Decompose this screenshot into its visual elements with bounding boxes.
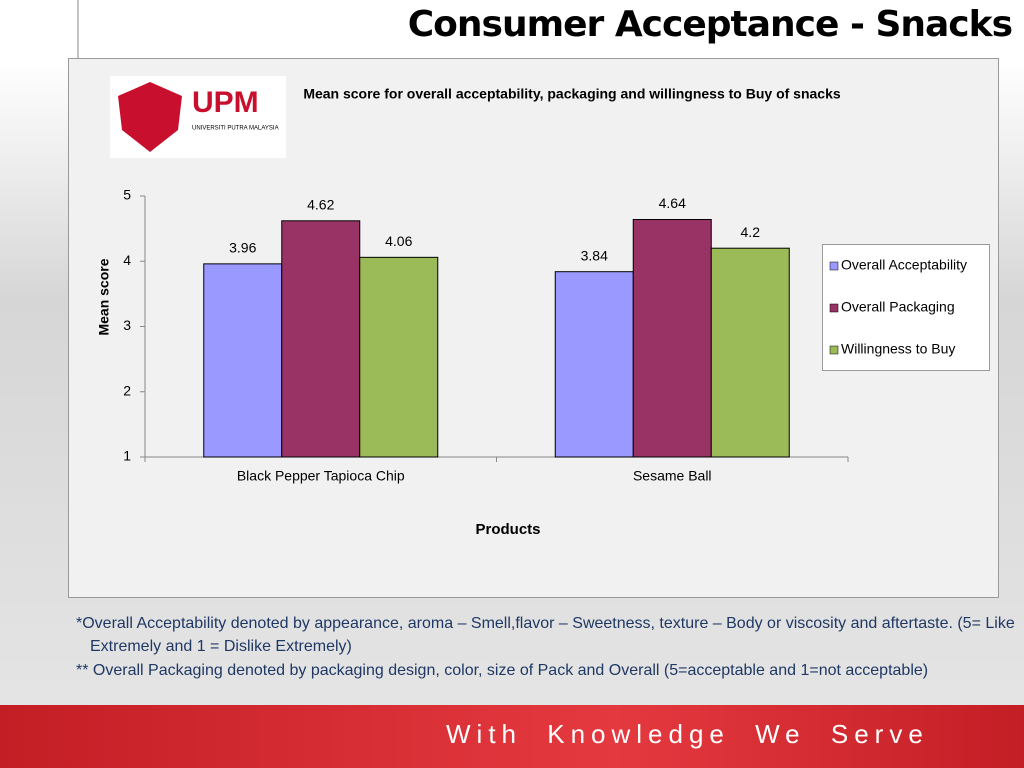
legend-swatch xyxy=(829,303,839,313)
bar xyxy=(710,247,790,458)
data-label: 4.64 xyxy=(659,195,686,211)
bar xyxy=(203,263,283,458)
legend-box xyxy=(822,244,990,371)
bar xyxy=(359,256,439,458)
slide-title: Consumer Acceptance - Snacks xyxy=(407,4,1013,45)
bar xyxy=(281,220,361,458)
data-label: 4.62 xyxy=(307,196,334,212)
footer-text: With Knowledge We Serve xyxy=(446,719,929,749)
logo-university: UNIVERSITI PUTRA MALAYSIA xyxy=(192,126,279,132)
y-tick-label: 5 xyxy=(123,187,131,203)
x-tick-label: Black Pepper Tapioca Chip xyxy=(237,468,405,484)
data-label: 3.84 xyxy=(581,247,608,263)
data-label: 4.06 xyxy=(385,233,412,249)
footer: With Knowledge We Serve xyxy=(0,705,1024,768)
bar xyxy=(554,271,634,458)
legend-label: Overall Acceptability xyxy=(841,257,967,273)
y-tick-label: 1 xyxy=(123,448,131,464)
legend-label: Willingness to Buy xyxy=(841,341,955,357)
note: ** Overall Packaging denoted by packagin… xyxy=(76,662,929,679)
y-tick-label: 2 xyxy=(123,382,131,398)
legend-label: Overall Packaging xyxy=(841,299,955,315)
legend-swatch xyxy=(829,261,839,271)
chart: UPM UNIVERSITI PUTRA MALAYSIA Mean score… xyxy=(68,0,999,598)
data-label: 3.96 xyxy=(229,240,256,256)
x-tick-label: Sesame Ball xyxy=(633,468,712,484)
y-axis-label: Mean score xyxy=(96,258,112,335)
data-label: 4.2 xyxy=(741,224,761,240)
legend-swatch xyxy=(829,345,839,355)
logo-shield xyxy=(118,82,182,152)
bar xyxy=(632,218,712,458)
logo-name: UPM xyxy=(192,86,259,119)
x-axis-label: Products xyxy=(475,521,540,538)
y-tick-label: 3 xyxy=(123,317,131,333)
chart-title: Mean score for overall acceptability, pa… xyxy=(303,86,841,102)
note: *Overall Acceptability denoted by appear… xyxy=(76,615,1015,655)
y-tick-label: 4 xyxy=(123,252,131,268)
